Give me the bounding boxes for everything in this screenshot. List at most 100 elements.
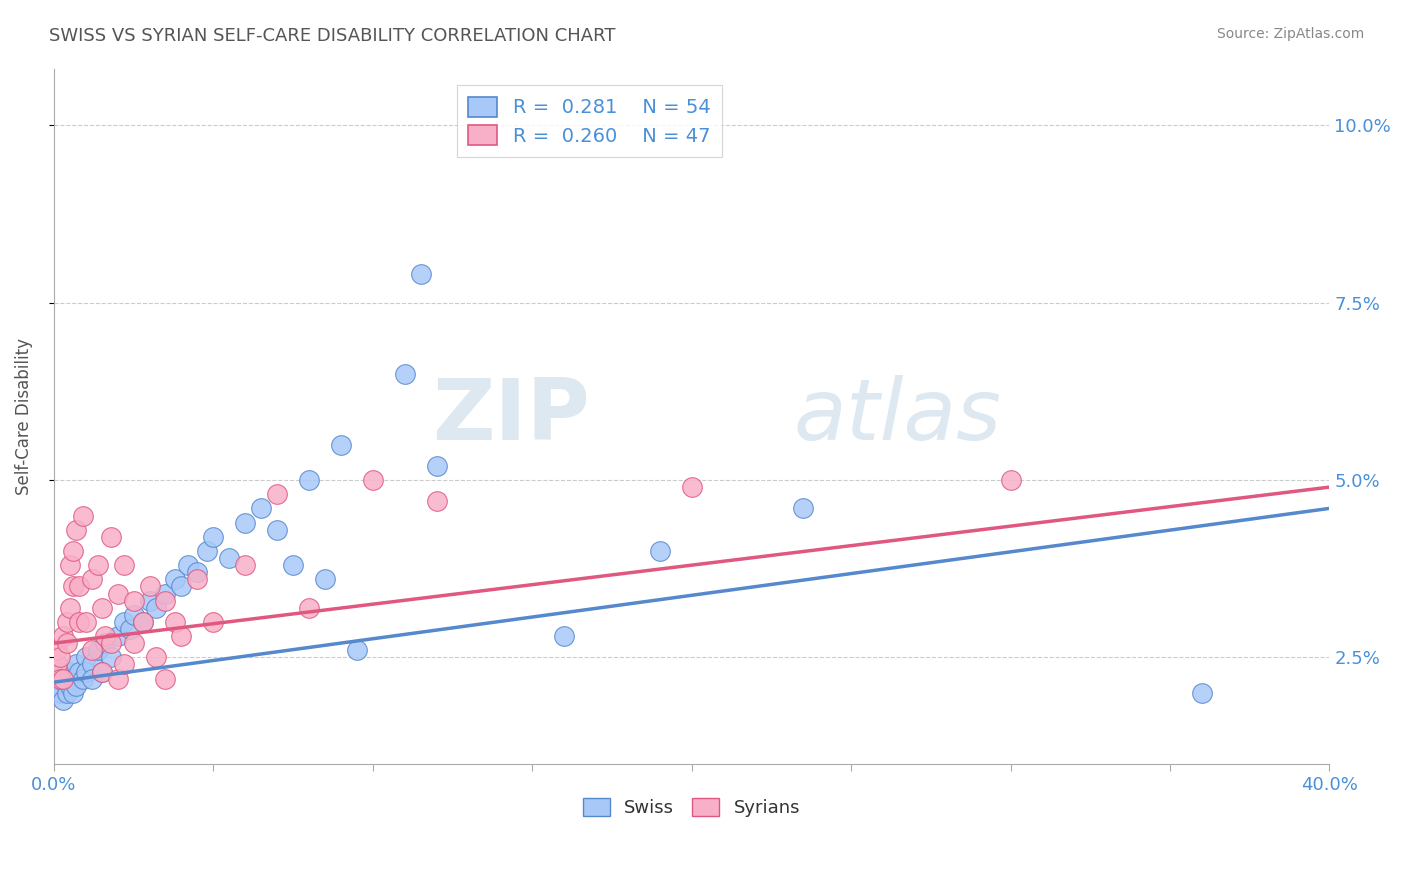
Text: atlas: atlas bbox=[793, 375, 1001, 458]
Point bbox=[90, 665, 112, 679]
Point bbox=[792, 501, 814, 516]
Point bbox=[138, 593, 160, 607]
Point bbox=[72, 508, 94, 523]
Point bbox=[52, 629, 75, 643]
Point bbox=[155, 586, 177, 600]
Point bbox=[65, 679, 87, 693]
Point bbox=[62, 579, 84, 593]
Point bbox=[46, 643, 69, 657]
Point bbox=[163, 615, 186, 629]
Point bbox=[52, 693, 75, 707]
Point bbox=[75, 665, 97, 679]
Point bbox=[250, 501, 273, 516]
Point bbox=[49, 650, 72, 665]
Point bbox=[145, 650, 167, 665]
Point bbox=[62, 672, 84, 686]
Point bbox=[46, 657, 69, 672]
Point bbox=[648, 544, 671, 558]
Point bbox=[52, 672, 75, 686]
Point bbox=[681, 480, 703, 494]
Point bbox=[94, 629, 117, 643]
Point bbox=[72, 672, 94, 686]
Point bbox=[107, 672, 129, 686]
Point bbox=[49, 686, 72, 700]
Point bbox=[62, 686, 84, 700]
Point bbox=[177, 558, 200, 573]
Legend: Swiss, Syrians: Swiss, Syrians bbox=[575, 790, 807, 824]
Point bbox=[87, 643, 110, 657]
Point bbox=[202, 615, 225, 629]
Text: ZIP: ZIP bbox=[432, 375, 589, 458]
Point bbox=[49, 672, 72, 686]
Point bbox=[112, 615, 135, 629]
Point bbox=[59, 558, 82, 573]
Point bbox=[132, 615, 155, 629]
Point bbox=[1191, 686, 1213, 700]
Point bbox=[122, 636, 145, 650]
Point bbox=[233, 558, 256, 573]
Point bbox=[195, 544, 218, 558]
Point bbox=[62, 544, 84, 558]
Point bbox=[314, 573, 336, 587]
Point bbox=[266, 523, 288, 537]
Point bbox=[59, 665, 82, 679]
Point bbox=[65, 657, 87, 672]
Point bbox=[298, 600, 321, 615]
Point bbox=[46, 679, 69, 693]
Point bbox=[67, 579, 90, 593]
Point bbox=[409, 267, 432, 281]
Point bbox=[170, 629, 193, 643]
Point bbox=[67, 615, 90, 629]
Point bbox=[186, 573, 208, 587]
Point bbox=[100, 530, 122, 544]
Point bbox=[90, 600, 112, 615]
Point bbox=[138, 579, 160, 593]
Point bbox=[298, 473, 321, 487]
Point bbox=[266, 487, 288, 501]
Point bbox=[186, 566, 208, 580]
Point bbox=[82, 657, 104, 672]
Point bbox=[100, 636, 122, 650]
Point bbox=[82, 643, 104, 657]
Point bbox=[329, 437, 352, 451]
Point bbox=[155, 593, 177, 607]
Point bbox=[100, 650, 122, 665]
Point bbox=[163, 573, 186, 587]
Point bbox=[55, 686, 77, 700]
Text: SWISS VS SYRIAN SELF-CARE DISABILITY CORRELATION CHART: SWISS VS SYRIAN SELF-CARE DISABILITY COR… bbox=[49, 27, 616, 45]
Point bbox=[55, 636, 77, 650]
Point bbox=[112, 657, 135, 672]
Point bbox=[218, 551, 240, 566]
Point bbox=[425, 458, 447, 473]
Point bbox=[145, 600, 167, 615]
Point bbox=[361, 473, 384, 487]
Point bbox=[346, 643, 368, 657]
Point bbox=[120, 622, 142, 636]
Point bbox=[107, 586, 129, 600]
Point bbox=[122, 593, 145, 607]
Point bbox=[65, 523, 87, 537]
Point bbox=[55, 615, 77, 629]
Point bbox=[553, 629, 575, 643]
Point bbox=[75, 615, 97, 629]
Point bbox=[59, 679, 82, 693]
Point bbox=[202, 530, 225, 544]
Point bbox=[425, 494, 447, 508]
Point bbox=[107, 629, 129, 643]
Point bbox=[75, 650, 97, 665]
Point bbox=[233, 516, 256, 530]
Point bbox=[46, 672, 69, 686]
Point bbox=[55, 679, 77, 693]
Point bbox=[112, 558, 135, 573]
Point bbox=[82, 672, 104, 686]
Point bbox=[87, 558, 110, 573]
Y-axis label: Self-Care Disability: Self-Care Disability bbox=[15, 338, 32, 495]
Point bbox=[67, 665, 90, 679]
Point bbox=[49, 665, 72, 679]
Point bbox=[90, 665, 112, 679]
Point bbox=[281, 558, 304, 573]
Point bbox=[52, 672, 75, 686]
Text: Source: ZipAtlas.com: Source: ZipAtlas.com bbox=[1216, 27, 1364, 41]
Point bbox=[1000, 473, 1022, 487]
Point bbox=[170, 579, 193, 593]
